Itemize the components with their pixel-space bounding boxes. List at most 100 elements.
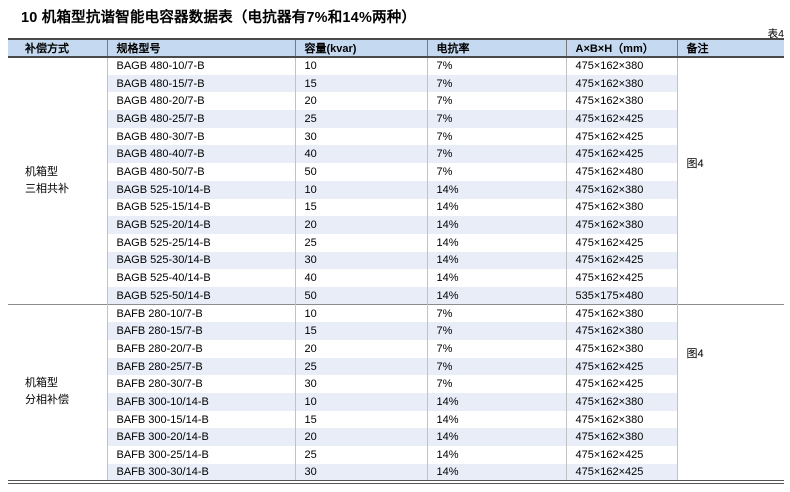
dimensions-cell: 475×162×380: [565, 410, 677, 429]
model-cell: BAGB 525-25/14-B: [106, 233, 295, 252]
dimensions-cell: 475×162×425: [565, 233, 677, 252]
dimensions-cell: 475×162×480: [565, 163, 677, 181]
capacity-cell: 20: [294, 340, 427, 358]
reactance-cell: 7%: [426, 340, 566, 358]
table-row: 机箱型 分相补偿 BAFB 280-10/7-B 10 7% 475×162×380 图4: [8, 304, 784, 482]
table-row: BAFB 300-30/14-B 30 14% 475×162×425: [8, 463, 784, 482]
table-row: BAGB 525-50/14-B 50 14% 535×175×480: [8, 286, 784, 305]
dimensions-cell: 475×162×380: [565, 74, 677, 93]
model-cell: BAGB 525-50/14-B: [106, 286, 295, 305]
model-cell: BAFB 280-30/7-B: [106, 375, 295, 394]
model-cell: BAFB 300-25/14-B: [106, 446, 295, 464]
page-title: 10 机箱型抗谐智能电容器数据表（电抗器有7%和14%两种）: [21, 10, 417, 26]
model-cell: BAGB 525-40/14-B: [106, 269, 295, 287]
capacity-cell: 30: [294, 127, 427, 146]
header-capacity: 容量(kvar): [294, 39, 427, 58]
reactance-cell: 14%: [426, 269, 566, 287]
model-cell: BAGB 480-10/7-B: [106, 57, 295, 75]
dimensions-cell: 475×162×380: [565, 340, 677, 358]
reactance-cell: 14%: [426, 286, 566, 305]
dimensions-cell: 475×162×425: [565, 127, 677, 146]
model-cell: BAGB 525-10/14-B: [106, 180, 295, 199]
reactance-cell: 7%: [426, 127, 566, 146]
table-row: BAFB 300-20/14-B 20 14% 475×162×380: [8, 428, 784, 447]
dimensions-cell: 475×162×380: [565, 198, 677, 217]
dimensions-cell: 475×162×425: [565, 110, 677, 128]
table-row: BAFB 280-15/7-B 15 7% 475×162×380: [8, 322, 784, 340]
model-cell: BAFB 300-30/14-B: [106, 463, 295, 482]
model-cell: BAFB 280-20/7-B: [106, 340, 295, 358]
capacity-cell: 40: [294, 145, 427, 164]
reactance-cell: 14%: [426, 393, 566, 411]
header-dimensions: A×B×H（mm）: [565, 39, 677, 58]
dimensions-cell: 475×162×425: [565, 145, 677, 164]
table-row: BAGB 480-50/7-B 50 7% 475×162×480: [8, 163, 784, 181]
reactance-cell: 7%: [426, 304, 566, 323]
header-remark: 备注: [676, 39, 784, 58]
table-row: BAFB 300-10/14-B 10 14% 475×162×380: [8, 393, 784, 411]
dimensions-cell: 475×162×380: [565, 304, 677, 323]
table-row: BAGB 480-40/7-B 40 7% 475×162×425: [8, 145, 784, 164]
capacity-cell: 25: [294, 110, 427, 128]
capacity-cell: 25: [294, 233, 427, 252]
model-cell: BAFB 280-10/7-B: [106, 304, 295, 323]
table-row: BAFB 280-20/7-B 20 7% 475×162×380: [8, 340, 784, 358]
reactance-cell: 7%: [426, 110, 566, 128]
reactance-cell: 7%: [426, 74, 566, 93]
capacity-cell: 15: [294, 74, 427, 93]
capacity-cell: 15: [294, 198, 427, 217]
header-spec-model: 规格型号: [106, 39, 295, 58]
capacity-cell: 25: [294, 357, 427, 376]
capacity-cell: 10: [294, 304, 427, 323]
model-cell: BAGB 480-15/7-B: [106, 74, 295, 93]
capacity-cell: 50: [294, 286, 427, 305]
model-cell: BAGB 525-15/14-B: [106, 198, 295, 217]
capacity-cell: 40: [294, 269, 427, 287]
table-row: BAGB 525-25/14-B 25 14% 475×162×425: [8, 233, 784, 252]
capacity-cell: 20: [294, 92, 427, 111]
reactance-cell: 14%: [426, 410, 566, 429]
model-cell: BAGB 480-40/7-B: [106, 145, 295, 164]
dimensions-cell: 475×162×380: [565, 393, 677, 411]
reactance-cell: 14%: [426, 446, 566, 464]
dimensions-cell: 535×175×480: [565, 286, 677, 305]
table-row: BAFB 300-25/14-B 25 14% 475×162×425: [8, 446, 784, 464]
reactance-cell: 14%: [426, 180, 566, 199]
table-row: 机箱型 三相共补 BAGB 480-10/7-B 10 7% 475×162×380 图4: [8, 57, 784, 305]
reactance-cell: 7%: [426, 322, 566, 340]
dimensions-cell: 475×162×425: [565, 375, 677, 394]
table-row: BAGB 525-10/14-B 10 14% 475×162×380: [8, 180, 784, 199]
dimensions-cell: 475×162×380: [565, 180, 677, 199]
reactance-cell: 14%: [426, 216, 566, 234]
table-row: BAGB 480-20/7-B 20 7% 475×162×380: [8, 92, 784, 111]
dimensions-cell: 475×162×425: [565, 463, 677, 482]
header-compensation-mode: 补偿方式: [8, 39, 107, 58]
table-row: BAGB 525-30/14-B 30 14% 475×162×425: [8, 251, 784, 270]
capacity-cell: 20: [294, 428, 427, 447]
capacity-cell: 30: [294, 251, 427, 270]
capacitor-data-table: 补偿方式 规格型号 容量(kvar) 电抗率 A×B×H（mm） 备注 机箱型三…: [8, 38, 784, 484]
dimensions-cell: 475×162×425: [565, 269, 677, 287]
table-row: BAGB 525-20/14-B 20 14% 475×162×380: [8, 216, 784, 234]
dimensions-cell: 475×162×380: [565, 428, 677, 447]
table-row: BAGB 525-15/14-B 15 14% 475×162×380: [8, 198, 784, 217]
compensation-mode-cell: 机箱型 三相共补: [8, 57, 107, 305]
dimensions-cell: 475×162×380: [565, 322, 677, 340]
capacity-cell: 15: [294, 410, 427, 429]
capacity-cell: 10: [294, 57, 427, 75]
model-cell: BAFB 300-20/14-B: [106, 428, 295, 447]
table-row: BAFB 280-30/7-B 30 7% 475×162×425: [8, 375, 784, 394]
dimensions-cell: 475×162×380: [565, 216, 677, 234]
dimensions-cell: 475×162×380: [565, 92, 677, 111]
capacity-cell: 25: [294, 446, 427, 464]
model-cell: BAFB 280-25/7-B: [106, 357, 295, 376]
reactance-cell: 14%: [426, 198, 566, 217]
table-number-label: 表4: [767, 28, 784, 40]
model-cell: BAGB 525-30/14-B: [106, 251, 295, 270]
dimensions-cell: 475×162×425: [565, 357, 677, 376]
remark-cell: 图4: [676, 57, 784, 305]
table-row: BAFB 300-15/14-B 15 14% 475×162×380: [8, 410, 784, 429]
model-cell: BAGB 480-25/7-B: [106, 110, 295, 128]
reactance-cell: 7%: [426, 163, 566, 181]
reactance-cell: 14%: [426, 251, 566, 270]
